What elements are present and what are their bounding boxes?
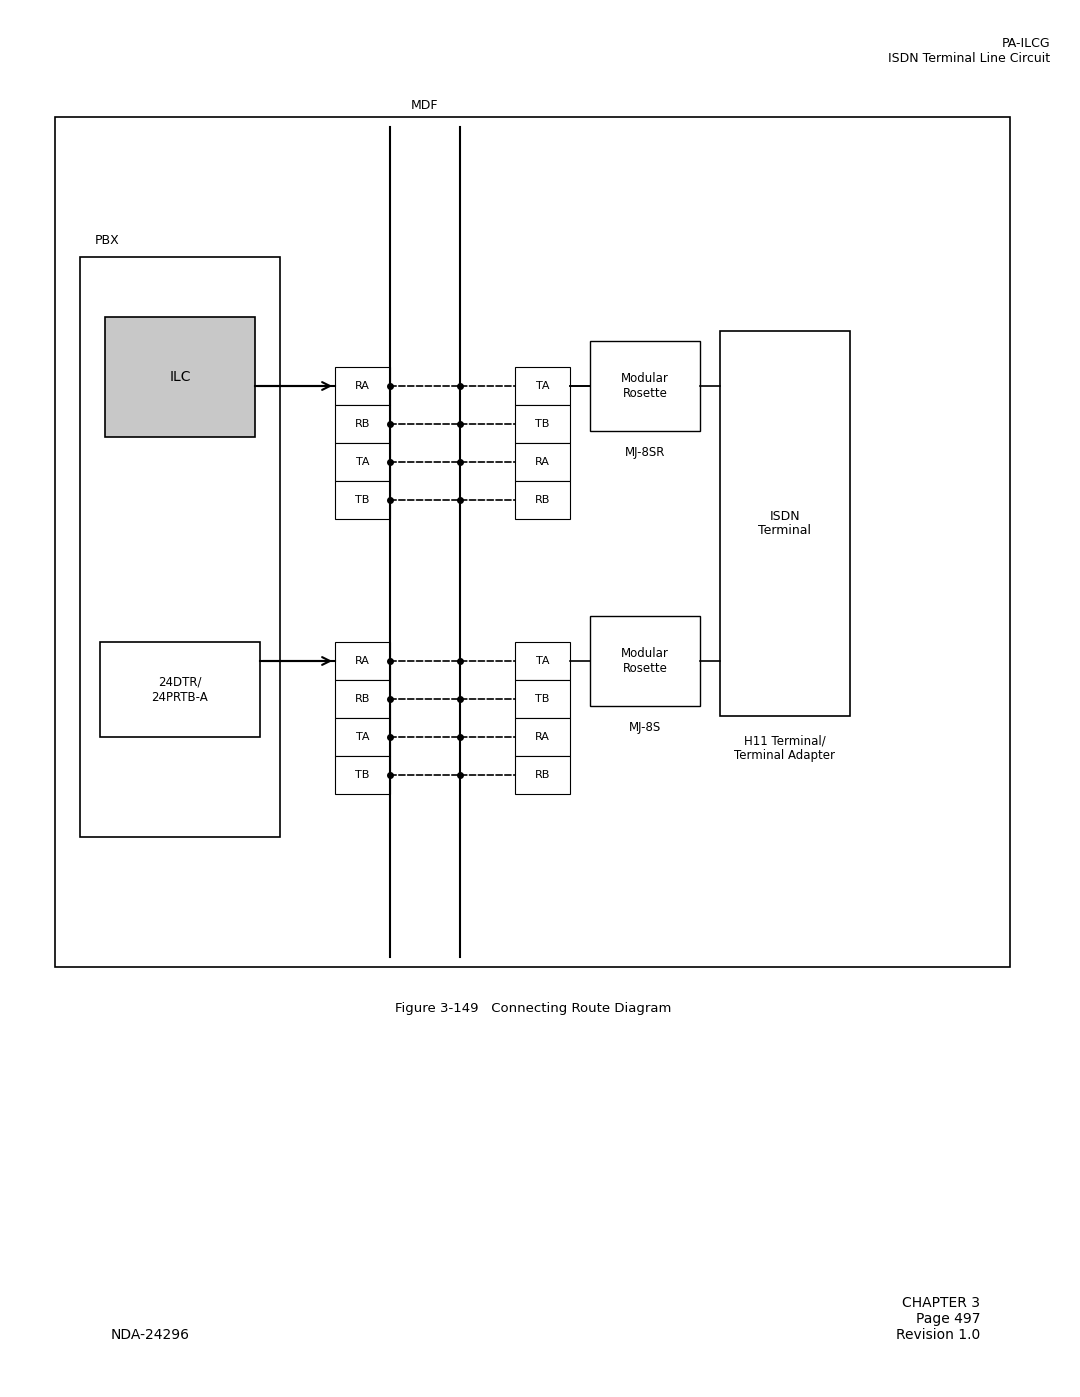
Text: RB: RB	[535, 770, 550, 780]
Text: PBX: PBX	[95, 235, 120, 247]
Text: MJ-8SR: MJ-8SR	[625, 446, 665, 460]
Bar	[515, 481, 570, 520]
Text: TB: TB	[536, 694, 550, 704]
Text: RA: RA	[535, 457, 550, 467]
Bar	[720, 331, 850, 717]
Text: RB: RB	[355, 419, 370, 429]
Bar	[335, 443, 390, 481]
Bar	[515, 367, 570, 405]
Bar	[335, 643, 390, 680]
Bar	[335, 481, 390, 520]
Text: ISDN
Terminal: ISDN Terminal	[758, 510, 811, 538]
Bar	[335, 756, 390, 793]
Bar	[100, 643, 260, 738]
Bar	[335, 367, 390, 405]
Bar	[335, 718, 390, 756]
Text: TA: TA	[536, 381, 550, 391]
Text: Figure 3-149   Connecting Route Diagram: Figure 3-149 Connecting Route Diagram	[395, 1002, 671, 1016]
Bar	[335, 405, 390, 443]
Text: 24DTR/
24PRTB-A: 24DTR/ 24PRTB-A	[151, 676, 208, 704]
Text: MDF: MDF	[411, 99, 438, 112]
Text: RA: RA	[355, 657, 370, 666]
Text: RB: RB	[355, 694, 370, 704]
Bar	[515, 443, 570, 481]
Bar	[515, 405, 570, 443]
Bar	[515, 718, 570, 756]
Text: NDA-24296: NDA-24296	[110, 1329, 189, 1343]
Text: TB: TB	[536, 419, 550, 429]
Text: TB: TB	[355, 770, 369, 780]
Text: ILC: ILC	[170, 370, 191, 384]
Bar	[515, 643, 570, 680]
Text: TA: TA	[355, 732, 369, 742]
Text: Modular
Rosette: Modular Rosette	[621, 647, 669, 675]
Text: TB: TB	[355, 495, 369, 504]
Bar	[335, 680, 390, 718]
Text: PA-ILCG
ISDN Terminal Line Circuit: PA-ILCG ISDN Terminal Line Circuit	[888, 36, 1050, 66]
Bar	[515, 756, 570, 793]
Text: RA: RA	[535, 732, 550, 742]
Bar	[105, 317, 255, 437]
Text: RA: RA	[355, 381, 370, 391]
Text: TA: TA	[536, 657, 550, 666]
Text: RB: RB	[535, 495, 550, 504]
Bar	[590, 341, 700, 432]
Text: CHAPTER 3
Page 497
Revision 1.0: CHAPTER 3 Page 497 Revision 1.0	[895, 1295, 980, 1343]
Text: Modular
Rosette: Modular Rosette	[621, 372, 669, 400]
Bar	[80, 257, 280, 837]
Text: TA: TA	[355, 457, 369, 467]
Bar	[515, 680, 570, 718]
Bar	[55, 117, 1010, 967]
Bar	[590, 616, 700, 705]
Text: MJ-8S: MJ-8S	[629, 721, 661, 733]
Text: H11 Terminal/
Terminal Adapter: H11 Terminal/ Terminal Adapter	[734, 733, 836, 761]
